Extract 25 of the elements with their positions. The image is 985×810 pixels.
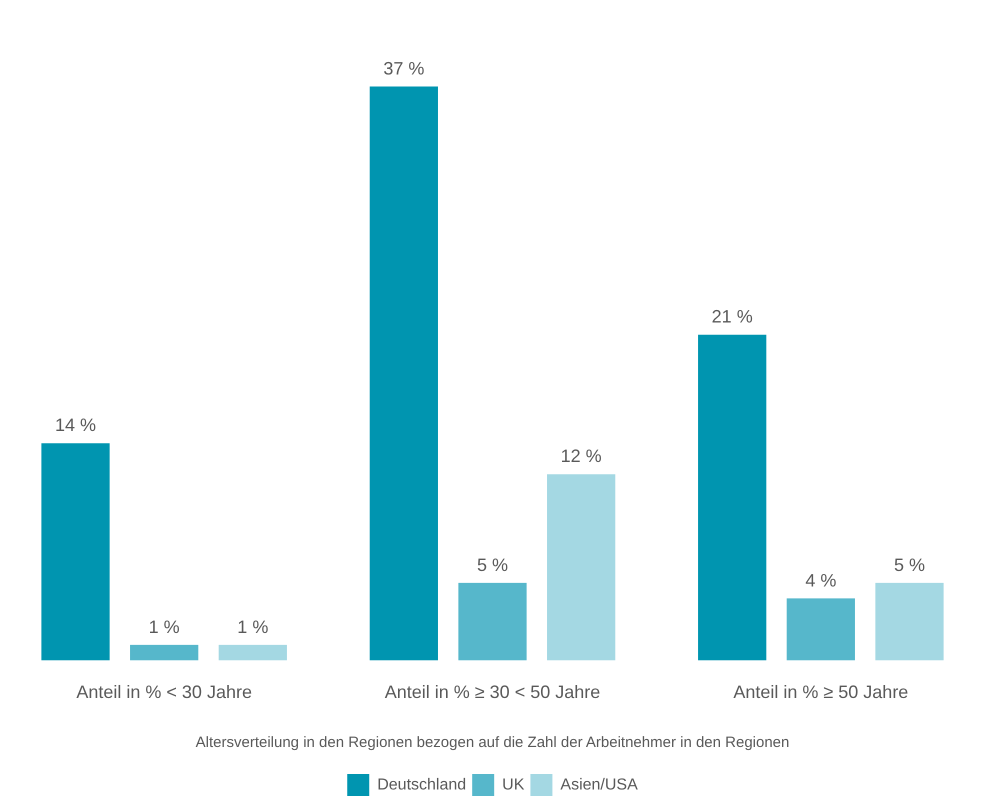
legend-label: Asien/USA [560, 776, 638, 794]
x-axis-title: Altersverteilung in den Regionen bezogen auf die Zahl der Arbeitnehmer in den Regionen [196, 734, 790, 752]
data-label: 5 % [476, 554, 508, 575]
bar [786, 598, 855, 660]
data-label: 1 % [148, 616, 180, 637]
data-label: 1 % [237, 616, 268, 637]
data-label: 12 % [560, 446, 602, 466]
bar [458, 582, 527, 660]
data-label: 37 % [383, 58, 424, 78]
bar [698, 334, 766, 660]
bar [130, 644, 198, 660]
data-label: 14 % [55, 415, 96, 436]
bar [370, 86, 438, 660]
bar [547, 474, 616, 660]
legend-label: Deutschland [377, 776, 466, 794]
x-tick-label: Anteil in % < 30 Jahre [76, 682, 252, 702]
x-tick-label: Anteil in % ≥ 50 Jahre [733, 682, 908, 702]
x-tick-label: Anteil in % ≥ 30 < 50 Jahre [384, 682, 600, 702]
bar [218, 644, 287, 660]
bar [875, 582, 944, 660]
legend-label: UK [502, 776, 525, 794]
data-label: 5 % [894, 554, 925, 575]
bar [41, 443, 110, 660]
data-label: 4 % [805, 570, 836, 590]
data-label: 21 % [712, 306, 753, 327]
